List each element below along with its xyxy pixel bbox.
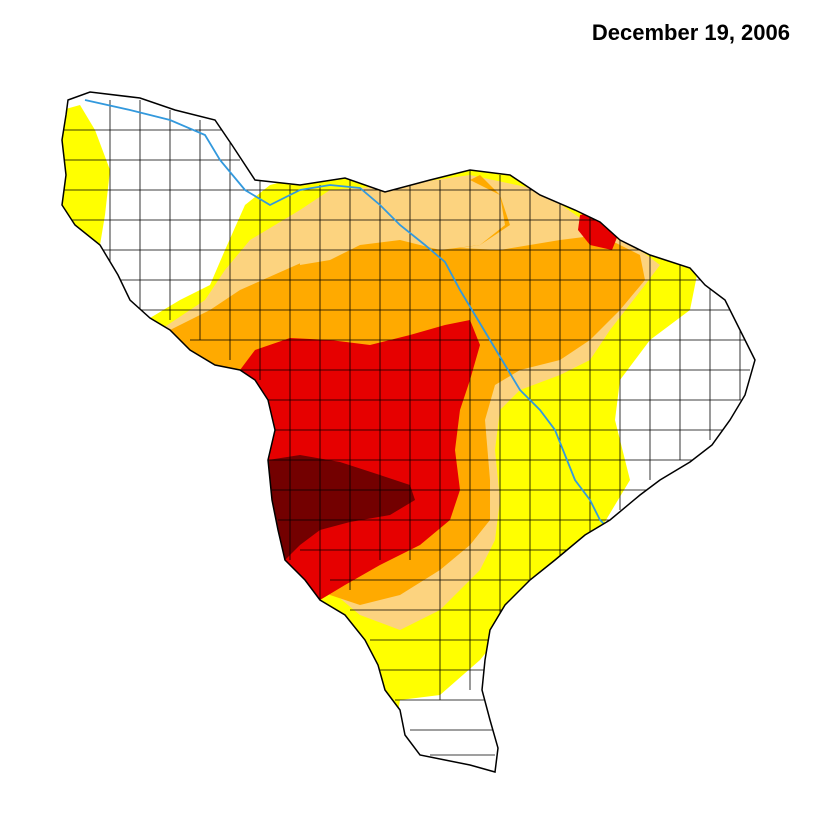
river bbox=[84, 99, 611, 531]
map-date-label: December 19, 2006 bbox=[591, 20, 790, 45]
county-boundaries bbox=[62, 100, 750, 756]
drought-zone-d1-north bbox=[300, 180, 505, 265]
drought-zone-d4 bbox=[268, 455, 415, 560]
region-outline bbox=[61, 91, 756, 773]
drought-zone-d0-northwest bbox=[62, 105, 110, 245]
